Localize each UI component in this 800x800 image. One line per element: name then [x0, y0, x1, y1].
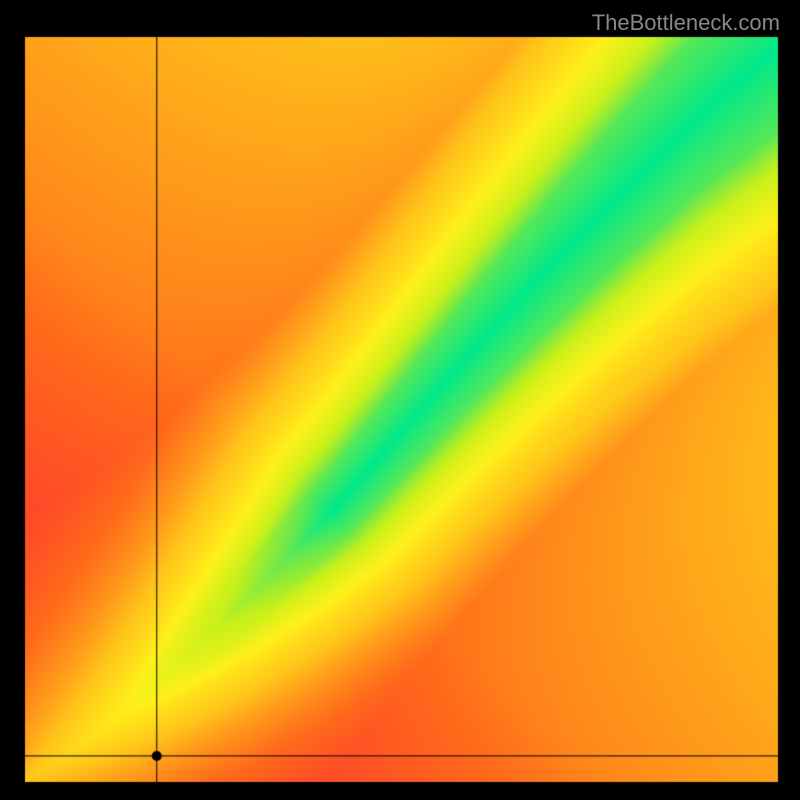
heatmap-canvas: [0, 0, 800, 800]
watermark-text: TheBottleneck.com: [592, 10, 780, 36]
chart-container: TheBottleneck.com: [0, 0, 800, 800]
